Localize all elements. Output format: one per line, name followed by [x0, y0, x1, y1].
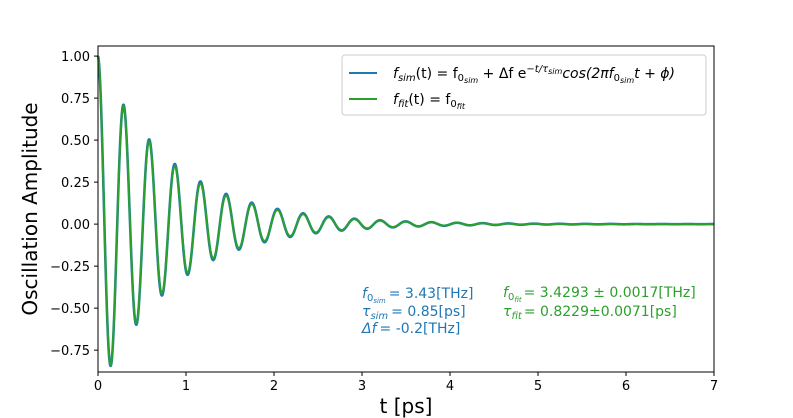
y-tick-label: −0.75: [50, 344, 90, 359]
annotation-fit: f0fit = 3.4293 ± 0.0017[THz] τfit = 0.8229…: [503, 285, 696, 322]
legend: fsim(t) = f0sim + Δf e−t/τsimcos(2πf0sim…: [341, 54, 707, 116]
annotation-sim: f0sim = 3.43[THz] τsim = 0.85[ps] Δf = -0.2…: [361, 286, 473, 337]
annotation-sim-f0: f0sim = 3.43[THz]: [362, 286, 473, 305]
x-tick-label: 1: [182, 379, 190, 394]
y-tick-label: −0.25: [50, 260, 90, 275]
annotation-sim-df: Δf = -0.2[THz]: [361, 321, 460, 337]
y-tick-label: 0.25: [61, 176, 90, 191]
annotation-sim-tau: τsim = 0.85[ps]: [362, 304, 466, 322]
x-tick-label: 4: [446, 379, 454, 394]
y-tick-label: 0.75: [61, 92, 90, 107]
plot-frame: [97, 45, 715, 373]
legend-label-sim: fsim(t) = f0sim + Δf e−t/τsimcos(2πf0sim…: [393, 64, 675, 85]
annotation-fit-f0: f0fit = 3.4293 ± 0.0017[THz]: [503, 285, 696, 304]
y-tick-label: 0.50: [61, 134, 90, 149]
x-ticks: 0 1 2 3 4 5 6 7: [94, 372, 718, 394]
x-tick-label: 0: [94, 379, 102, 394]
series-layer: [96, 55, 716, 368]
y-tick-label: 1.00: [61, 50, 90, 65]
x-tick-label: 3: [358, 379, 366, 394]
x-tick-label: 5: [534, 379, 542, 394]
x-tick-label: 2: [270, 379, 278, 394]
y-tick-label: −0.50: [50, 302, 90, 317]
x-tick-label: 7: [710, 379, 718, 394]
legend-label-fit: ffit(t) = f0fit: [393, 92, 466, 111]
series-fit: [97, 55, 715, 367]
y-tick-label: 0.00: [61, 218, 90, 233]
x-tick-label: 6: [622, 379, 630, 394]
y-ticks: −0.75 −0.50 −0.25 0.00 0.25 0.50 0.75 1.00: [50, 50, 98, 359]
annotation-fit-tau: τfit = 0.8229±0.0071[ps]: [503, 304, 677, 322]
y-axis-title: Oscillation Amplitude: [18, 102, 42, 315]
legend-box: [341, 54, 707, 116]
x-axis-title: t [ps]: [380, 394, 433, 418]
